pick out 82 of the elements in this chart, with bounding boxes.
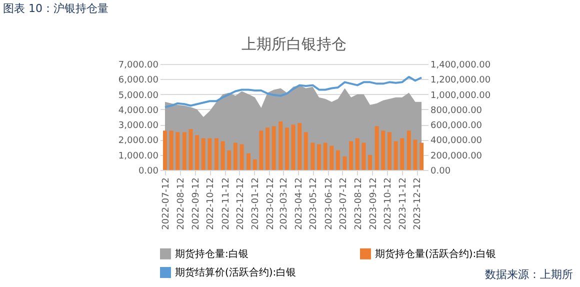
x-tick-label: 2022-09-12 [192, 178, 202, 230]
x-tick-label: 2023-04-12 [294, 178, 305, 230]
bar [304, 132, 308, 170]
y2-tick-label: 1,400,000.00 [430, 60, 491, 70]
x-tick-label: 2023-08-12 [354, 178, 364, 230]
bar [220, 141, 225, 170]
bar [349, 141, 354, 170]
bar [240, 144, 244, 170]
bar [330, 146, 334, 170]
legend-label: 期货持仓量(活跃合约):白银 [375, 248, 496, 260]
legend-label: 期货持仓量:白银 [175, 248, 248, 260]
x-tick-label: 2022-08-12 [176, 178, 187, 230]
y2-tick-label: 600,000.00 [430, 121, 482, 132]
bar [163, 130, 167, 170]
y-tick-label: 1,000.00 [118, 151, 159, 162]
y2-tick-label: 1,200,000.00 [430, 76, 491, 86]
legend-label: 期货结算价(活跃合约):白银 [175, 266, 296, 278]
bar [188, 129, 193, 170]
bar [201, 138, 206, 170]
y-tick-label: 6,000.00 [118, 76, 159, 86]
bar [317, 144, 322, 170]
x-tick-label: 2023-06-12 [324, 178, 334, 230]
x-tick-label: 2023-03-12 [280, 178, 290, 230]
bar [252, 159, 257, 170]
bar [362, 142, 366, 170]
bar [323, 142, 328, 170]
bar [169, 130, 174, 170]
bar [394, 141, 398, 170]
bar [387, 132, 392, 170]
bar [298, 123, 302, 170]
bar [420, 142, 424, 170]
y-tick-label: 7,000.00 [118, 60, 159, 70]
x-tick-label: 2023-07-12 [338, 178, 349, 230]
bar [195, 135, 200, 170]
x-tick-label: 2022-10-12 [206, 178, 216, 230]
bar [310, 142, 315, 170]
y-tick-label: 2,000.00 [118, 136, 159, 146]
y2-tick-label: 800,000.00 [430, 106, 482, 116]
y-tick-label: 3,000.00 [118, 121, 159, 132]
x-tick-label: 2022-12-12 [236, 178, 246, 230]
bar [368, 154, 372, 170]
bar [272, 126, 276, 170]
x-tick-label: 2023-01-12 [250, 178, 261, 230]
y-tick-label: 0.00 [138, 166, 159, 176]
bar [246, 153, 251, 170]
bar [413, 140, 418, 170]
x-tick-label: 2023-11-12 [398, 178, 409, 230]
bar [176, 132, 180, 170]
bar [291, 124, 296, 170]
bar [208, 138, 212, 170]
bar [266, 128, 270, 170]
y2-tick-label: 200,000.00 [430, 151, 482, 162]
chart-subtitle: 上期所白银持仓 [242, 35, 346, 53]
bar [278, 122, 283, 170]
bar [336, 150, 340, 170]
bar [227, 150, 232, 170]
bar [284, 128, 289, 170]
bar [259, 130, 264, 170]
source-note: 数据来源：上期所 [485, 268, 573, 281]
bar [400, 138, 404, 170]
text: 图表 10：沪银持仓量 [3, 2, 108, 15]
line-series [164, 76, 423, 108]
y-tick-label: 5,000.00 [118, 90, 159, 101]
x-tick-label: 2022-07-12 [162, 178, 172, 230]
bar [233, 142, 238, 170]
y-tick-label: 4,000.00 [118, 106, 159, 116]
x-tick-label: 2023-12-12 [413, 178, 424, 230]
bar [374, 126, 379, 170]
bar [355, 138, 360, 170]
y2-tick-label: 400,000.00 [430, 136, 482, 146]
y2-tick-label: 0.00 [430, 166, 451, 176]
x-tick-label: 2023-10-12 [384, 178, 394, 230]
x-tick-label: 2023-02-12 [266, 178, 276, 230]
x-tick-label: 2022-11-12 [221, 178, 232, 230]
bar [381, 130, 386, 170]
y2-tick-label: 1,000,000.00 [430, 90, 491, 101]
bar [182, 132, 186, 170]
bar [214, 138, 219, 170]
x-tick-label: 2023-09-12 [368, 178, 379, 230]
x-tick-label: 2023-05-12 [309, 178, 320, 230]
bar [342, 156, 347, 170]
bar [406, 130, 411, 170]
